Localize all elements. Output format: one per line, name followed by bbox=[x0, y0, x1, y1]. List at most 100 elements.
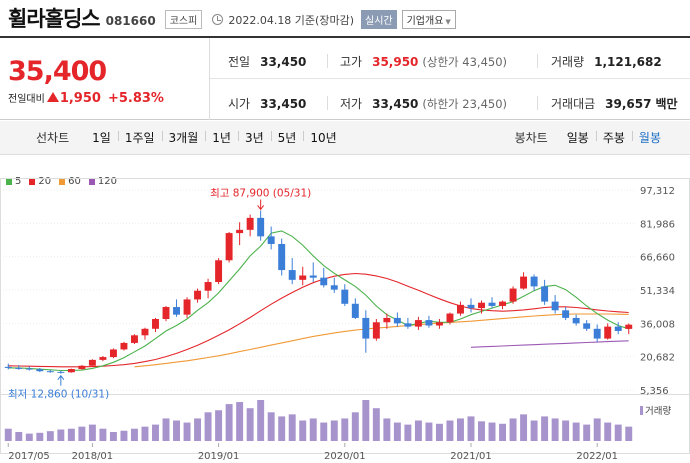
volume-bar bbox=[120, 430, 128, 441]
chart-tab-bar: 선차트 1일 1주일 3개월 1년 3년 5년 10년 봉차트 일봉 주봉 월봉 bbox=[0, 121, 690, 155]
volume-bar bbox=[215, 410, 223, 441]
legend-label: 120 bbox=[97, 176, 117, 187]
candle-period-tab[interactable]: 월봉 bbox=[631, 129, 668, 146]
line-period-tab[interactable]: 3년 bbox=[237, 129, 271, 146]
stock-header: 휠라홀딩스 081660 코스피 2022.04.18 기준(장마감) 실시간 … bbox=[0, 0, 690, 36]
ma5-line bbox=[8, 230, 629, 372]
candle-period-tab[interactable]: 일봉 bbox=[566, 131, 589, 145]
open-value: 33,450 bbox=[260, 97, 307, 111]
x-tick-label: 2017/05 bbox=[8, 451, 50, 462]
volume-legend-label: 거래량 bbox=[645, 405, 671, 417]
candle-body bbox=[257, 217, 265, 237]
candle-body bbox=[509, 288, 517, 302]
y-tick-label: 51,334 bbox=[640, 286, 675, 297]
low-value: 33,450 bbox=[372, 97, 419, 111]
market-badge: 코스피 bbox=[164, 10, 203, 29]
legend-item[interactable]: 60 bbox=[59, 176, 81, 187]
volume-bar bbox=[562, 420, 570, 441]
company-name[interactable]: 휠라홀딩스 bbox=[8, 7, 101, 31]
legend-item[interactable]: 5 bbox=[6, 176, 21, 187]
open-cell: 시가 33,450 bbox=[228, 95, 306, 112]
volume-bar bbox=[15, 431, 23, 441]
legend-item[interactable]: 120 bbox=[88, 176, 117, 187]
candle-body bbox=[25, 368, 33, 370]
volume-bar bbox=[309, 418, 317, 441]
clock-icon bbox=[212, 14, 224, 25]
volume-bar bbox=[246, 408, 254, 441]
up-triangle-icon bbox=[46, 92, 59, 102]
candle-body bbox=[593, 328, 601, 339]
stock-chart: 97,312 81,986 66,660 51,334 36,008 20,682 5,35… bbox=[0, 178, 690, 462]
candle-body bbox=[299, 275, 307, 280]
volume-bar bbox=[467, 416, 475, 441]
divider bbox=[537, 96, 538, 110]
summary-divider bbox=[210, 78, 690, 79]
low-cell: 저가 33,450 (하한가 23,450) bbox=[340, 95, 507, 112]
line-period-tab[interactable]: 10년 bbox=[303, 129, 343, 146]
volume-bar bbox=[225, 404, 233, 441]
candle-body bbox=[36, 369, 44, 372]
candle-body bbox=[57, 371, 65, 373]
realtime-button[interactable]: 실시간 bbox=[361, 10, 397, 29]
volume-bar bbox=[288, 414, 296, 441]
ma60-line bbox=[134, 313, 629, 368]
volume-value: 1,121,682 bbox=[594, 55, 662, 69]
volume-bar bbox=[183, 422, 191, 441]
line-period-tab[interactable]: 1일 bbox=[92, 131, 111, 145]
candle-body bbox=[225, 233, 233, 261]
volume-bar bbox=[520, 414, 528, 441]
y-tick-label: 5,356 bbox=[640, 386, 669, 397]
volume-bar bbox=[541, 416, 549, 441]
volume-bar bbox=[604, 422, 612, 441]
amount-cell: 거래대금 39,657 백만 bbox=[551, 95, 678, 112]
line-chart-title: 선차트 bbox=[36, 131, 70, 145]
volume-bar bbox=[4, 428, 12, 441]
divider bbox=[537, 54, 538, 68]
legend-item[interactable]: 20 bbox=[29, 176, 51, 187]
candle-body bbox=[267, 236, 275, 244]
candle-body bbox=[278, 243, 286, 271]
volume-bar bbox=[499, 423, 507, 441]
volume-bar bbox=[362, 400, 370, 441]
candle-body bbox=[488, 302, 496, 306]
candle-body bbox=[288, 270, 296, 280]
x-tick-label: 2019/01 bbox=[198, 451, 240, 462]
volume-bar bbox=[173, 420, 180, 441]
date-text: 2022.04.18 기준(장마감) bbox=[228, 13, 354, 27]
volume-bar bbox=[141, 426, 149, 441]
line-period-tab[interactable]: 1년 bbox=[205, 129, 238, 146]
line-period-tab[interactable]: 3개월 bbox=[161, 129, 206, 146]
volume-bar bbox=[204, 412, 212, 441]
line-period-tab[interactable]: 5년 bbox=[270, 129, 304, 146]
volume-label: 거래량 bbox=[551, 55, 585, 69]
candle-body bbox=[330, 285, 338, 290]
candle-period-tab[interactable]: 주봉 bbox=[595, 129, 632, 146]
prev-close-value: 33,450 bbox=[260, 55, 307, 69]
lower-limit: (하한가 23,450) bbox=[422, 97, 508, 111]
candle-body bbox=[520, 276, 528, 289]
company-overview-dropdown[interactable]: 기업개요 ▼ bbox=[401, 10, 456, 29]
volume-bar bbox=[330, 420, 338, 441]
candle-body bbox=[152, 319, 159, 329]
volume-bar bbox=[509, 418, 517, 441]
low-annotation: 최저 12,860 (10/31) bbox=[8, 389, 109, 401]
volume-bar bbox=[383, 418, 391, 441]
candle-body bbox=[215, 260, 223, 283]
volume-bar bbox=[236, 402, 244, 441]
candle-body bbox=[425, 320, 433, 326]
candle-body bbox=[530, 276, 538, 287]
prev-close-label: 전일 bbox=[228, 55, 251, 69]
volume-bar bbox=[372, 408, 380, 441]
ma20-line bbox=[8, 272, 629, 368]
volume-bar bbox=[67, 428, 75, 441]
candle-body bbox=[551, 301, 559, 311]
volume-bar bbox=[25, 433, 33, 441]
candle-body bbox=[78, 365, 86, 370]
candle-body bbox=[614, 326, 622, 331]
line-period-tab[interactable]: 1주일 bbox=[117, 129, 162, 146]
upper-limit: (상한가 43,450) bbox=[422, 55, 508, 69]
candle-body bbox=[341, 289, 349, 304]
y-tick-label: 97,312 bbox=[640, 186, 675, 197]
volume-bar bbox=[478, 421, 485, 441]
amount-unit: 백만 bbox=[655, 97, 678, 111]
